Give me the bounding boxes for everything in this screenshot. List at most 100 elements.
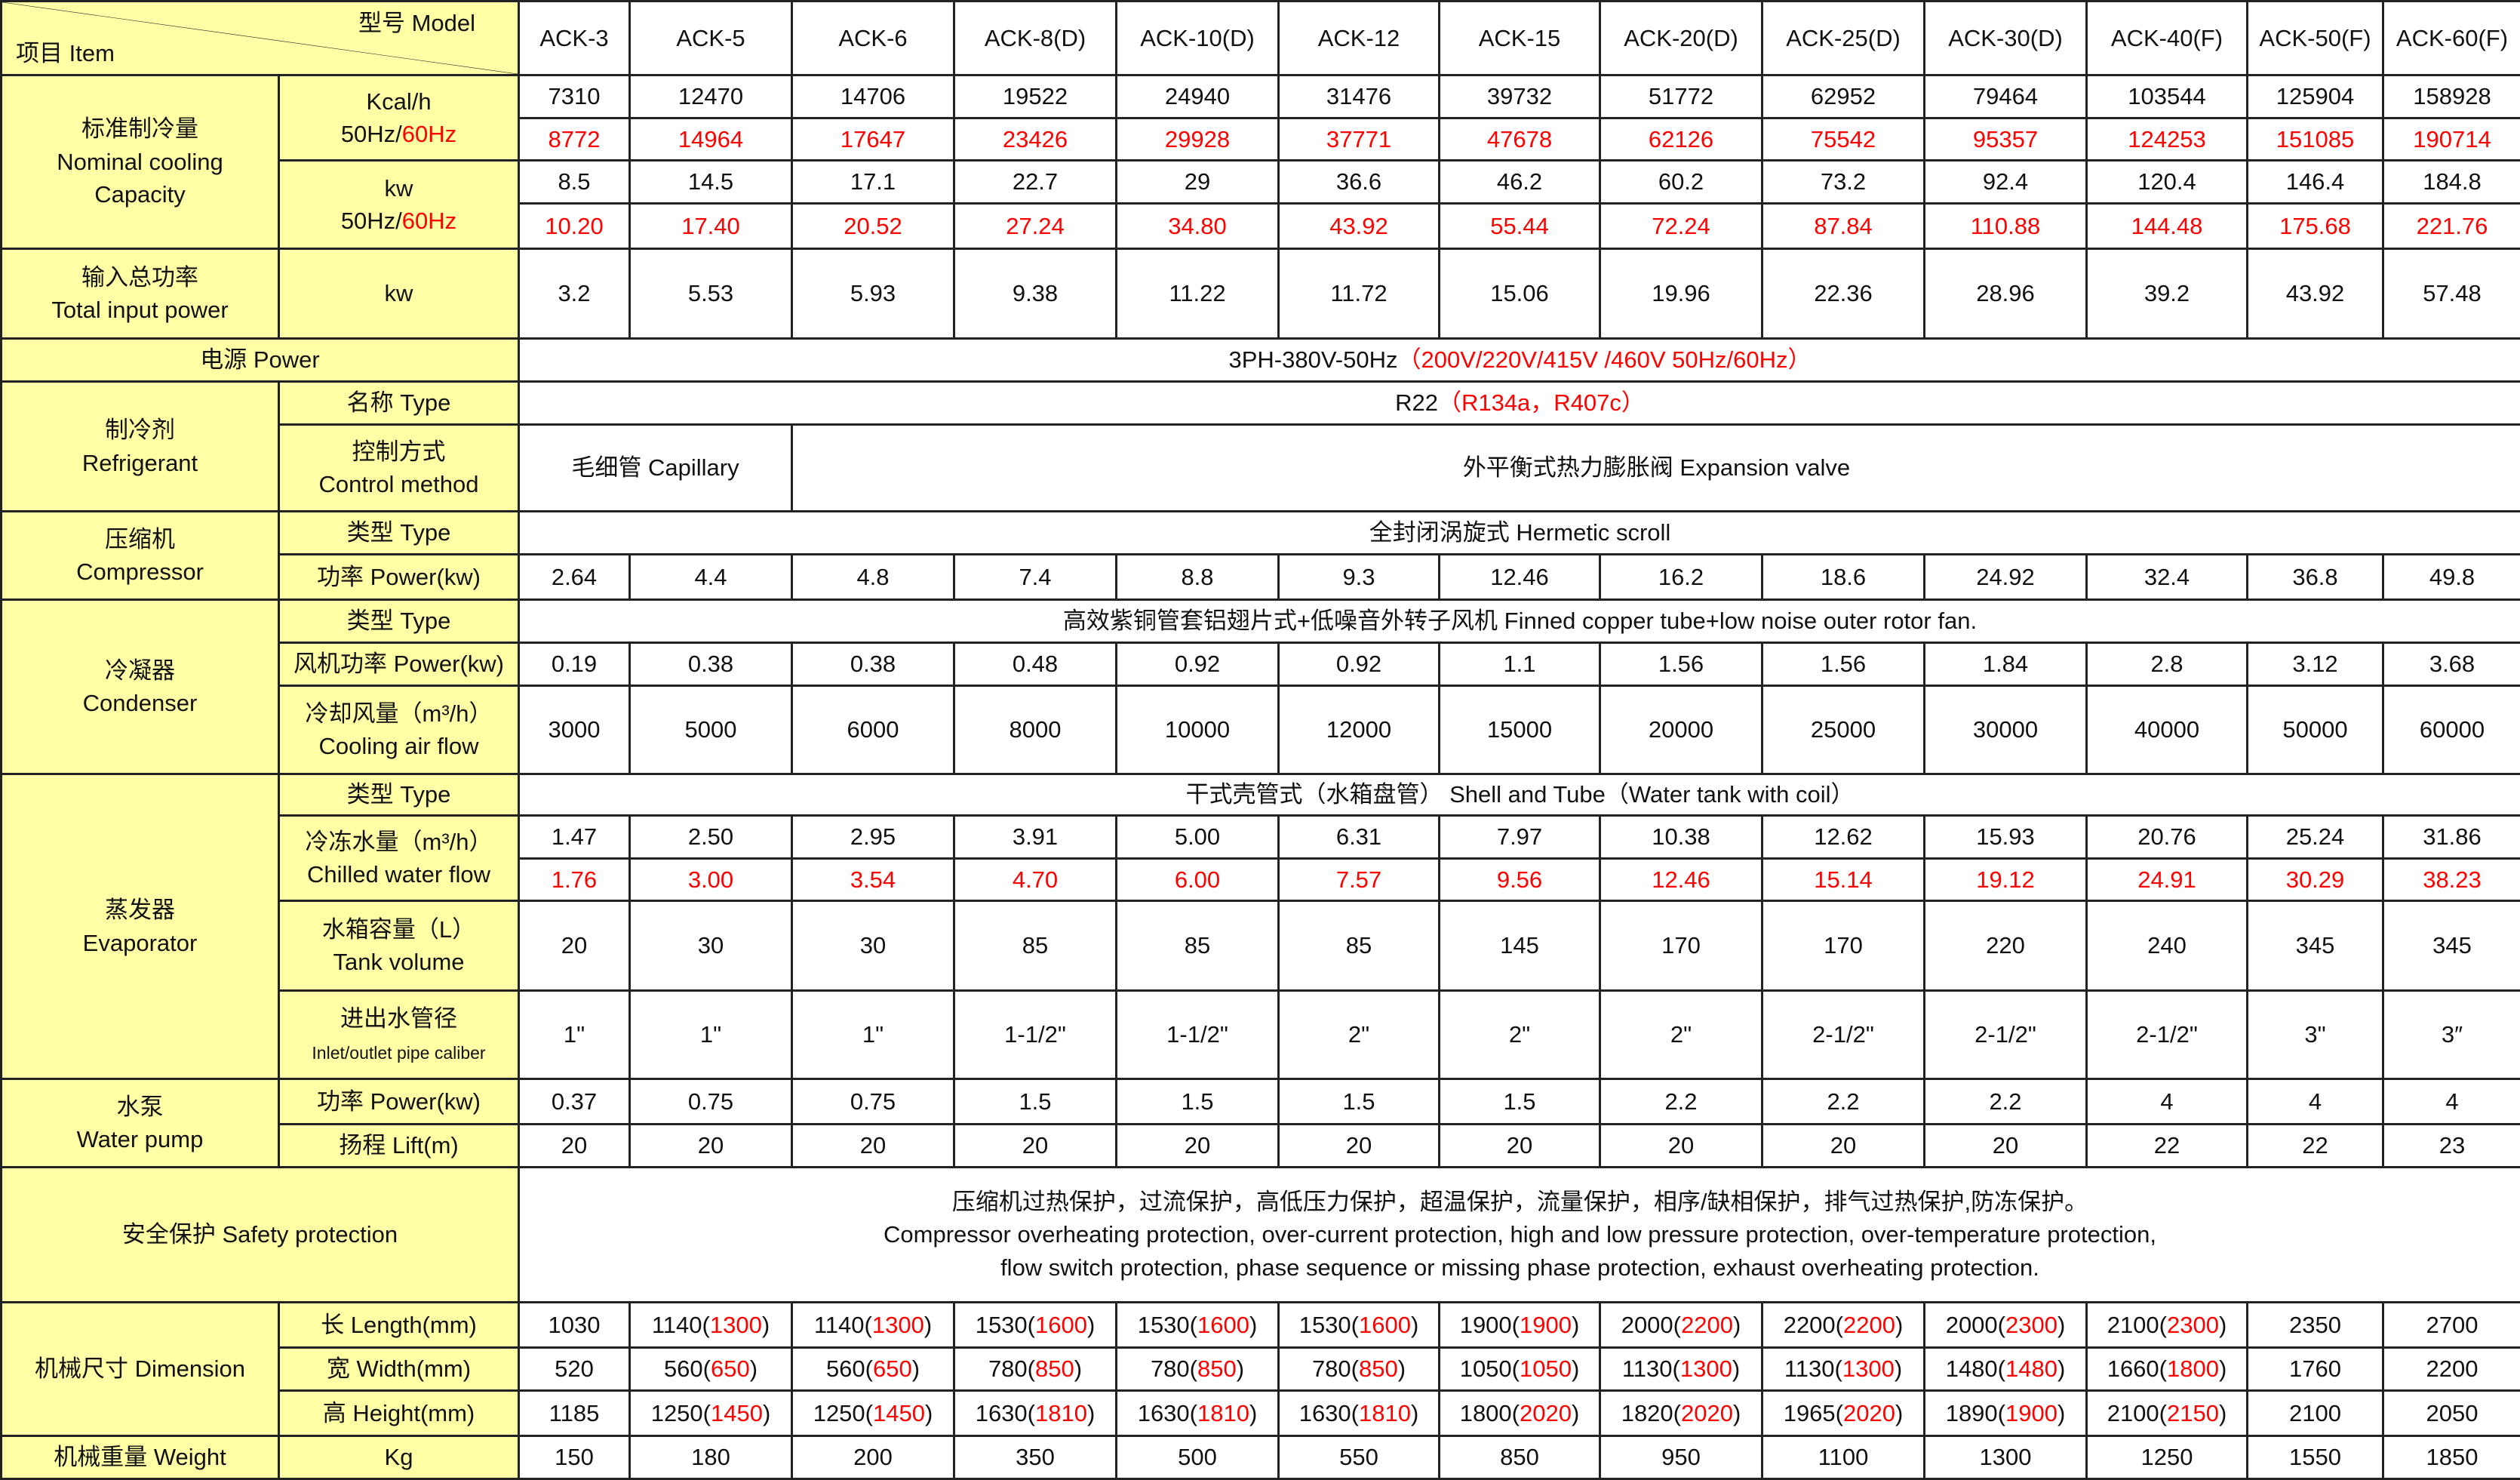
punctuation: (: [1998, 1400, 2005, 1426]
value-text: 92.4: [1983, 168, 2028, 195]
kcal-60hz-value: 17647: [792, 118, 954, 161]
height-label: 高 Height(mm): [279, 1391, 519, 1436]
cell-text: kw: [385, 175, 413, 202]
pump-power-value: 0.37: [519, 1079, 630, 1125]
pump-lift-value: 20: [1279, 1125, 1440, 1168]
value-text: 85: [1346, 932, 1372, 958]
tank-volume-value: 85: [954, 901, 1117, 991]
tank-volume-label: 水箱容量（L）Tank volume: [279, 901, 519, 991]
value-text: 24.92: [1976, 564, 2035, 590]
value-text: 40000: [2134, 716, 2199, 743]
width-value: 780(850): [954, 1348, 1117, 1391]
value-text: 190714: [2413, 126, 2491, 152]
chilled-water-50hz-value: 7.97: [1440, 816, 1600, 859]
total-input-power-value: 11.22: [1117, 249, 1279, 339]
cell-text: 冷却风量（m³/h）: [306, 700, 493, 727]
kw-60hz-value: 20.52: [792, 204, 954, 249]
punctuation: ): [1895, 1312, 1903, 1338]
value-text: 500: [1178, 1444, 1217, 1470]
value-text: 28.96: [1976, 280, 2035, 306]
value-text: 184.8: [2423, 168, 2482, 195]
value-text: 1140: [814, 1312, 865, 1338]
punctuation: (: [1351, 1355, 1359, 1382]
height-value: 2100: [2248, 1391, 2383, 1436]
kcal-50hz-value: 7310: [519, 75, 630, 118]
evaporator-type-value: 干式壳管式（水箱盘管） Shell and Tube（Water tank wi…: [519, 774, 2520, 816]
pump-lift-value: 22: [2248, 1125, 2383, 1168]
value-text: 10.20: [545, 213, 604, 239]
value-text: 29: [1185, 168, 1210, 195]
punctuation: (: [1028, 1400, 1035, 1426]
punctuation: (: [1512, 1355, 1520, 1382]
chilled-water-50hz-value: 31.86: [2383, 816, 2520, 859]
value-text: 5.53: [688, 280, 733, 306]
punctuation: ): [1249, 1400, 1257, 1426]
tank-volume-value: 145: [1440, 901, 1600, 991]
value-text: 0.75: [850, 1088, 896, 1115]
value-text: 20.76: [2137, 823, 2196, 850]
punctuation: ): [1087, 1312, 1095, 1338]
model-header-label: 型号 Model: [358, 7, 475, 39]
cell-text: 风机功率 Power(kw): [293, 651, 504, 677]
compressor-type-label: 类型 Type: [279, 512, 519, 555]
value-text: 2000: [1621, 1312, 1673, 1338]
punctuation: (: [1673, 1400, 1681, 1426]
value-text: 146.4: [2286, 168, 2345, 195]
height-value: 1630(1810): [1279, 1391, 1440, 1436]
value-text: 2-1/2": [1975, 1021, 2036, 1048]
chilled-water-60hz-value: 3.00: [630, 859, 792, 901]
value-text: 1850: [2426, 1444, 2479, 1470]
alt-value-text: 2020: [1681, 1400, 1733, 1426]
chilled-water-60hz-value: 4.70: [954, 859, 1117, 901]
cell-text: 蒸发器: [105, 897, 175, 923]
width-value: 780(850): [1117, 1348, 1279, 1391]
cell-text: 压缩机过热保护，过流保护，高低压力保护，超温保护，流量保护，相序/缺相保护，排气…: [952, 1189, 2088, 1215]
kcal-60hz-value: 151085: [2248, 118, 2383, 161]
fan-power-value: 2.8: [2087, 643, 2248, 686]
alt-value-text: 850: [1197, 1355, 1237, 1382]
compressor-type-value: 全封闭涡旋式 Hermetic scroll: [519, 512, 2520, 555]
width-value: 1050(1050): [1440, 1348, 1600, 1391]
cell-text: （200V/220V/415V /460V 50Hz/60Hz）: [1398, 346, 1812, 373]
value-text: 2100: [2107, 1400, 2159, 1426]
alt-value-text: 1300: [1680, 1355, 1732, 1382]
kw-50hz-value: 46.2: [1440, 161, 1600, 204]
width-value: 1660(1800): [2087, 1348, 2248, 1391]
value-text: 85: [1185, 932, 1210, 958]
punctuation: (: [1512, 1400, 1520, 1426]
punctuation: (: [1190, 1312, 1197, 1338]
value-text: 20: [561, 932, 587, 958]
alt-value-text: 1810: [1035, 1400, 1087, 1426]
value-text: 17647: [841, 126, 905, 152]
model-name: ACK-15: [1440, 2, 1600, 75]
cooling-air-flow-value: 3000: [519, 686, 630, 774]
tank-volume-value: 240: [2087, 901, 2248, 991]
pipe-caliber-value: 1": [519, 991, 630, 1079]
kw-50hz-value: 120.4: [2087, 161, 2248, 204]
value-text: ACK-12: [1318, 25, 1400, 51]
value-text: 95357: [1973, 126, 2038, 152]
value-text: 1250: [813, 1400, 865, 1426]
value-text: 18.6: [1821, 564, 1866, 590]
cell-text: 水泵: [117, 1094, 164, 1120]
value-text: 10.38: [1652, 823, 1710, 850]
length-value: 2700: [2383, 1303, 2520, 1348]
value-text: 103544: [2128, 83, 2205, 109]
alt-value-text: 1900: [2005, 1400, 2057, 1426]
kcal-50hz-value: 125904: [2248, 75, 2383, 118]
value-text: 36.6: [1336, 168, 1381, 195]
length-value: 1530(1600): [1117, 1303, 1279, 1348]
compressor-power-value: 18.6: [1762, 555, 1925, 600]
punctuation: ): [2219, 1312, 2227, 1338]
cell-text: （R134a，R407c）: [1438, 389, 1645, 416]
alt-value-text: 850: [1359, 1355, 1398, 1382]
length-value: 1530(1600): [954, 1303, 1117, 1348]
value-text: 1900: [1460, 1312, 1512, 1338]
pump-power-value: 1.5: [1279, 1079, 1440, 1125]
total-input-power-value: 57.48: [2383, 249, 2520, 339]
kw-50hz-value: 184.8: [2383, 161, 2520, 204]
cell-text: 类型 Type: [347, 519, 451, 546]
value-text: 175.68: [2279, 213, 2351, 239]
